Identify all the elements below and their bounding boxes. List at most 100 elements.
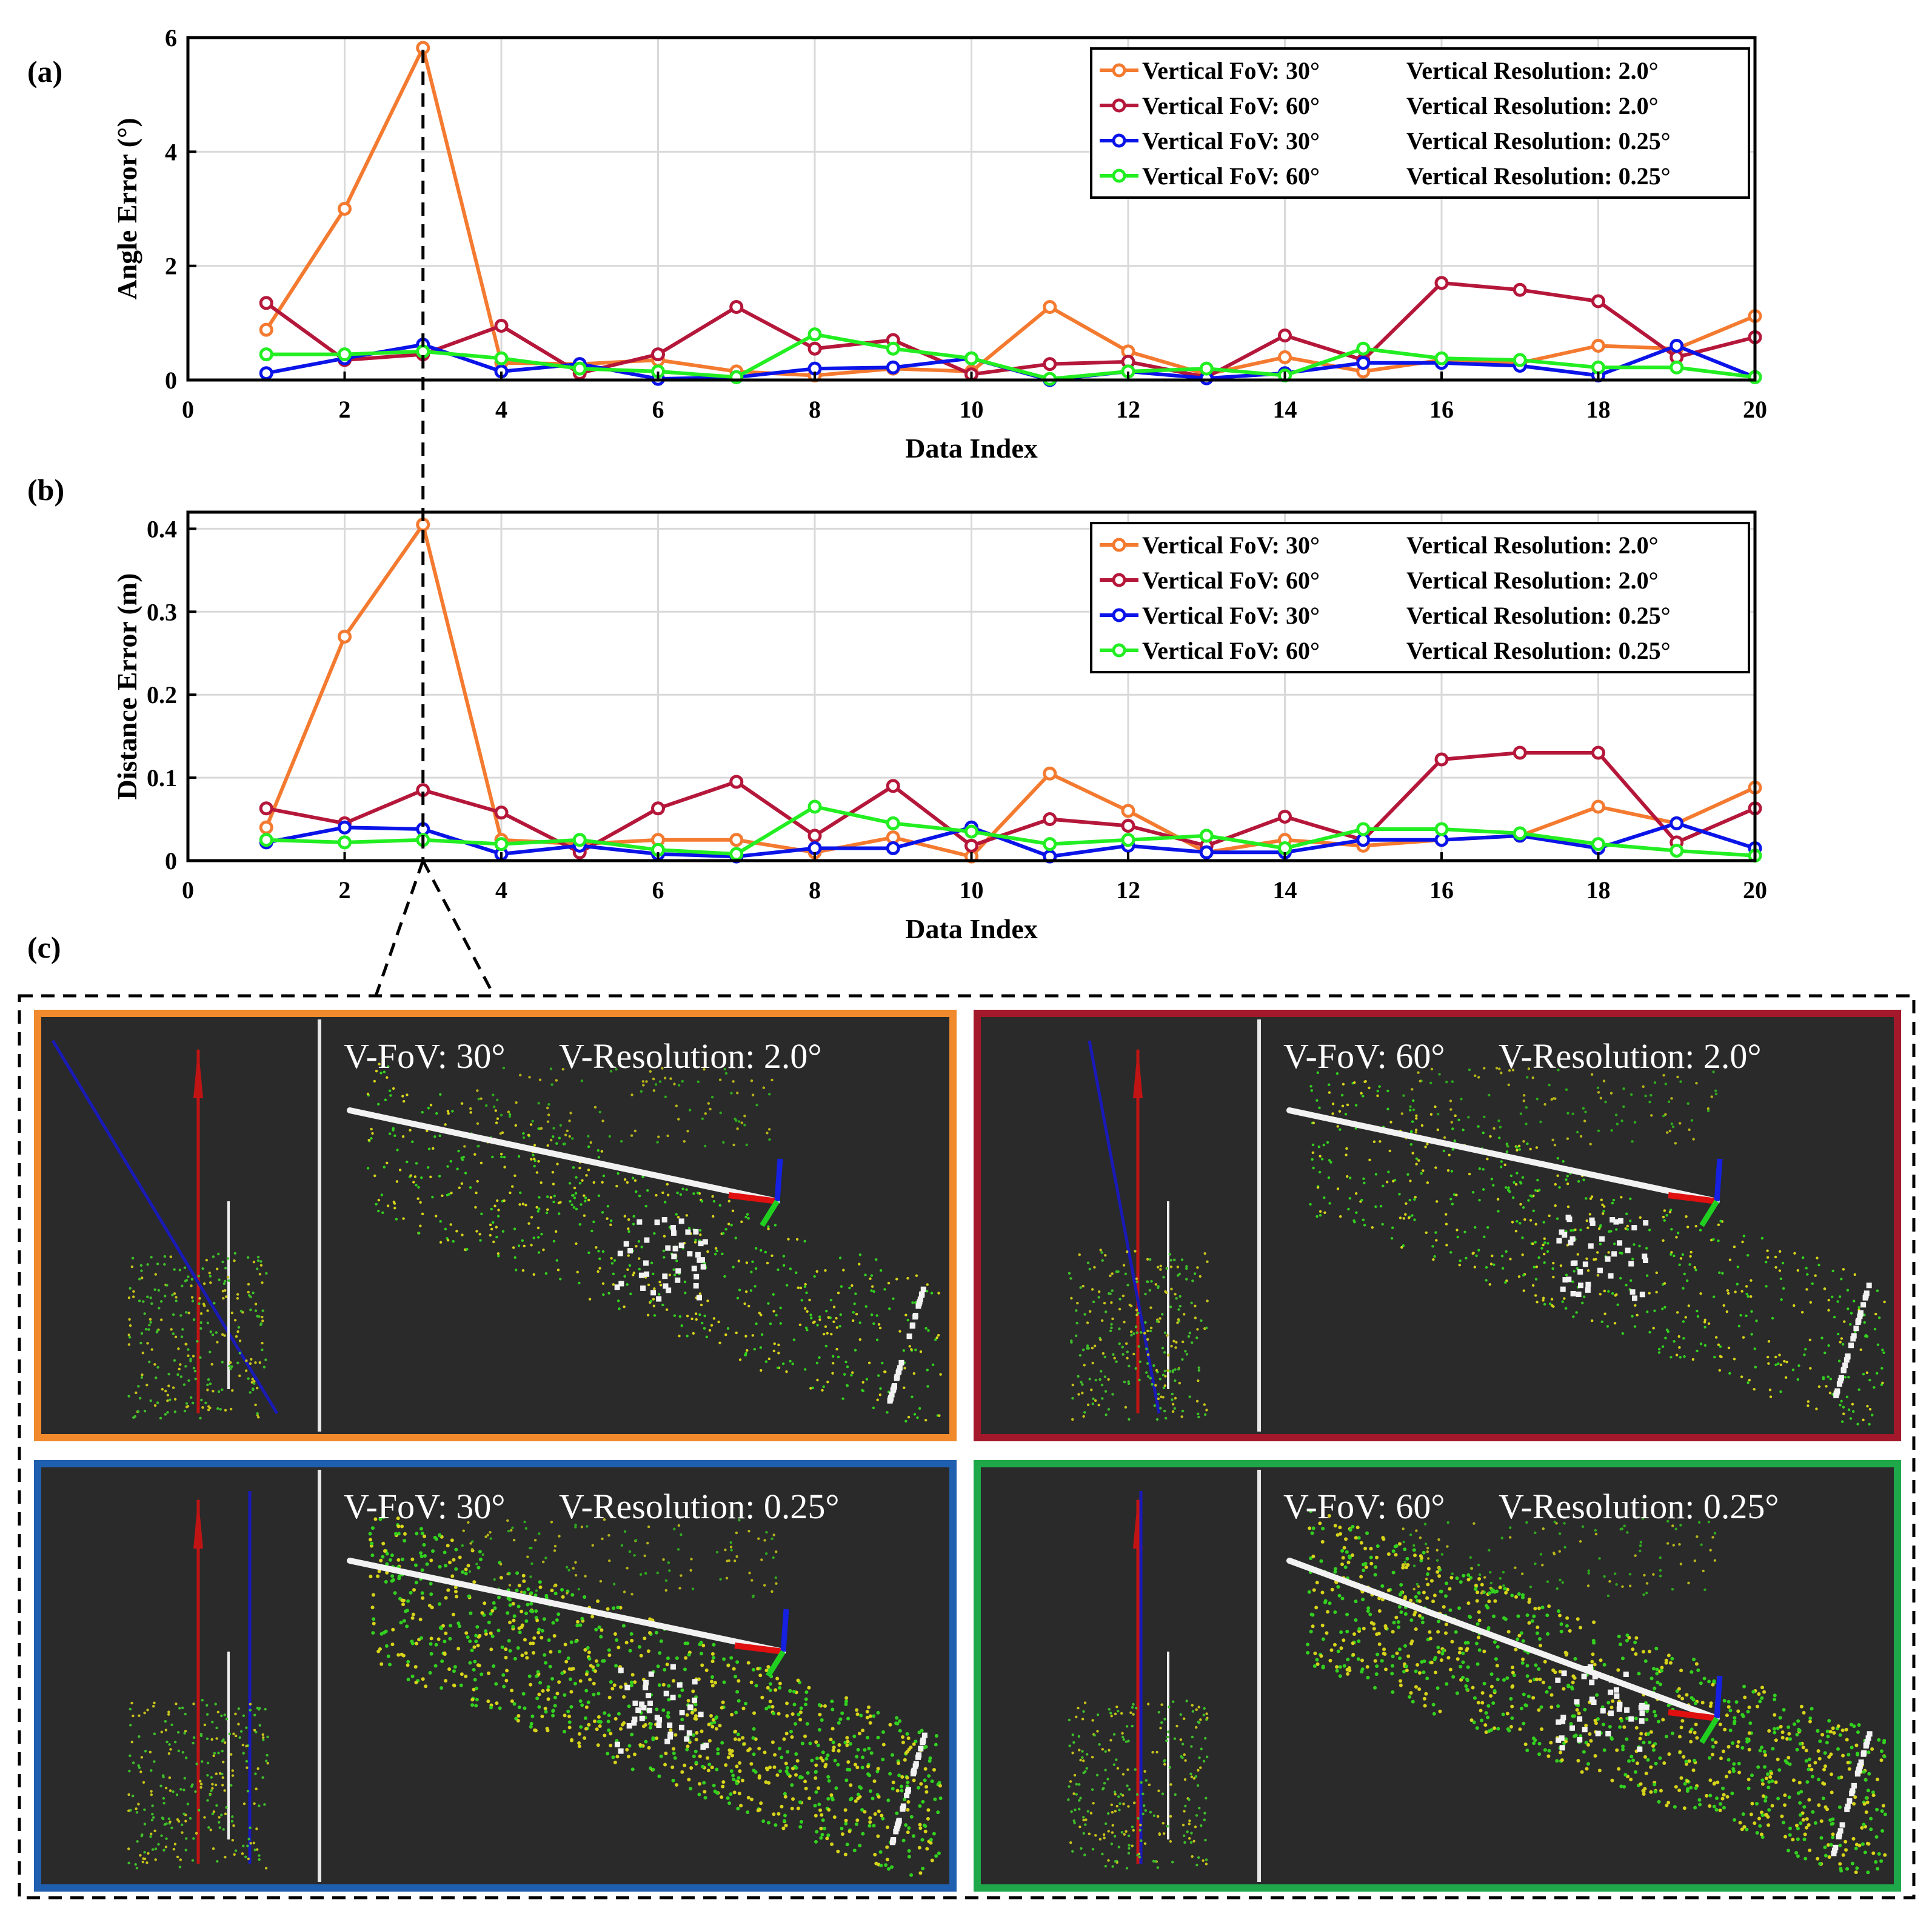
white-point [1631,1295,1637,1301]
white-point [672,1246,678,1252]
point [852,1734,857,1738]
point [1478,1167,1482,1170]
point [242,1802,246,1806]
point [517,1705,521,1709]
point [400,1524,404,1529]
point [740,1778,744,1783]
point [194,1377,198,1381]
point [406,1659,410,1664]
point [215,1772,218,1775]
point [557,1612,561,1616]
point [1166,1334,1169,1337]
point [399,1621,403,1625]
point [1825,1729,1830,1733]
point [1808,1764,1812,1768]
point [1805,1780,1810,1784]
point [1158,1378,1162,1381]
point [757,1537,760,1540]
white-point [627,1248,633,1254]
point [768,1138,771,1141]
point [735,1331,738,1335]
point [529,1683,533,1687]
point [900,1775,904,1779]
point [1828,1818,1833,1822]
point [710,1679,714,1684]
point [1079,1286,1082,1289]
point [1078,1253,1081,1256]
point [746,1810,750,1815]
point [565,1566,569,1569]
point [1491,1254,1494,1258]
point [1202,1713,1205,1716]
point [1070,1296,1073,1300]
point [610,1687,615,1691]
point [1328,1083,1331,1086]
point [1611,1699,1615,1703]
point [1633,1243,1636,1246]
point [1134,1367,1137,1370]
point [1138,1378,1141,1382]
white-point [893,1829,899,1835]
point [767,1781,771,1785]
white-point [699,1257,705,1263]
point [844,1778,849,1783]
white-point [700,1744,706,1750]
point [367,1139,370,1142]
point [206,1761,210,1765]
point [633,1680,637,1684]
point [396,1558,401,1562]
point [1368,1086,1371,1090]
point [1203,1252,1206,1255]
point [199,1416,202,1420]
point [540,1127,543,1130]
point [587,1656,592,1661]
point [697,1080,700,1084]
point [1874,1312,1877,1316]
point [1854,1846,1858,1850]
data-point-red-9 [886,779,900,793]
point [480,1212,483,1216]
point [1554,1182,1557,1186]
point [661,1708,666,1712]
point [1437,1650,1441,1654]
point [895,1278,898,1281]
point [211,1783,214,1786]
point [917,1846,921,1850]
point [715,1550,719,1554]
point [553,1695,557,1699]
point [685,1747,689,1752]
scene-panel-4: V-FoV: 60° V-Resolution: 0.25° [974,1460,1901,1892]
point [1728,1770,1732,1774]
point [784,1761,788,1766]
point [169,1820,172,1823]
point [919,1350,923,1353]
point [1745,1314,1748,1318]
point [1154,1282,1157,1286]
point [201,1406,204,1409]
point [1633,1325,1637,1328]
point [538,1585,543,1589]
blue-axis-arrow [1088,1040,1161,1414]
white-point [915,1303,921,1309]
point [1682,1287,1685,1290]
point [208,1272,211,1275]
point [144,1328,148,1331]
point [1766,1355,1770,1359]
point [568,1135,571,1138]
point [585,1174,588,1177]
point [661,1303,664,1307]
point [1626,1224,1629,1228]
point [583,1716,587,1720]
point [168,1743,171,1746]
point [522,1132,525,1135]
point [1445,1080,1448,1084]
data-point-red-6 [651,801,665,816]
point [1745,1292,1748,1296]
point [546,1144,549,1147]
point [633,1554,636,1557]
point [1769,1395,1773,1398]
point [1163,1331,1167,1335]
point [132,1714,135,1718]
point [1100,1251,1103,1254]
point [1575,1311,1578,1314]
